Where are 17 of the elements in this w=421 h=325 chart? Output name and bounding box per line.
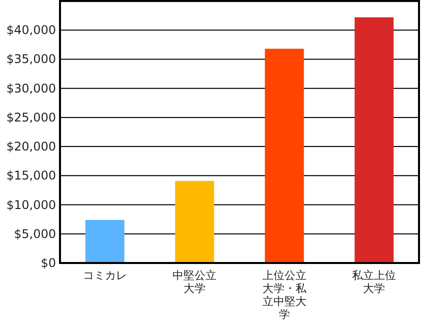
y-tick-label: $5,000: [14, 226, 56, 241]
y-tick-label: $30,000: [6, 81, 56, 96]
x-tick-label: コミカレ: [82, 269, 127, 282]
bar: [85, 220, 124, 263]
x-tick-label: 中堅公立大学: [172, 269, 217, 295]
y-tick-label: $0: [40, 256, 56, 270]
y-tick-label: $10,000: [6, 198, 56, 212]
x-tick-label: 上位公立大学・私立中堅大学: [262, 269, 308, 321]
bar: [264, 48, 304, 263]
bar: [354, 17, 394, 263]
y-tick-label: $25,000: [6, 110, 56, 124]
y-tick-label: $35,000: [6, 52, 56, 66]
x-tick-label: 私立上位大学: [352, 269, 396, 295]
y-tick-label: $20,000: [6, 140, 56, 154]
y-tick-label: $15,000: [6, 168, 56, 183]
y-tick-label: $40,000: [6, 23, 56, 38]
bar: [175, 180, 214, 263]
